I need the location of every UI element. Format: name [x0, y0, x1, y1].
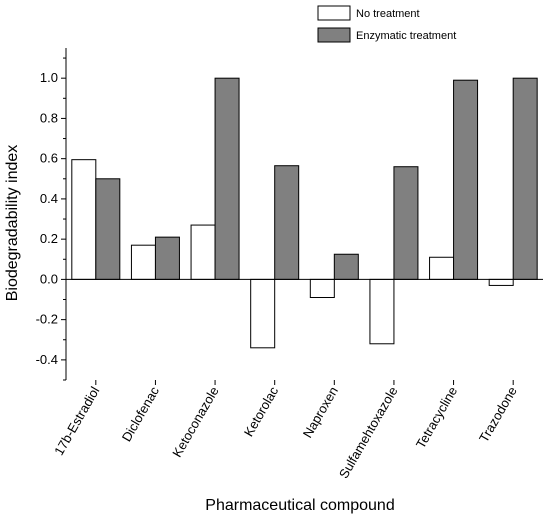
x-tick-label: 17b-Estradiol: [51, 384, 102, 458]
axes-layer: [65, 48, 543, 380]
x-tick-label: Trazodone: [476, 384, 520, 445]
bar-no-treatment-1: [130, 244, 156, 280]
bar-enzymatic-3: [274, 165, 300, 280]
y-tick-label: 0.2: [40, 231, 58, 246]
y-tick-label: 0.8: [40, 110, 58, 125]
bars-layer: [71, 77, 538, 349]
legend-label-0: No treatment: [356, 8, 420, 20]
x-tick-label: Diclofenac: [119, 384, 163, 444]
x-axis-title: Pharmaceutical compound: [205, 497, 394, 514]
x-tick-label: Ketorolac: [241, 384, 282, 439]
x-tick-label: Tetracycline: [413, 384, 460, 451]
y-tick-label: 0.6: [40, 151, 58, 166]
y-tick-label: -0.4: [36, 352, 58, 367]
bar-no-treatment-0: [71, 159, 97, 280]
legend-label-1: Enzymatic treatment: [356, 30, 456, 42]
legend: No treatment Enzymatic treatment: [317, 5, 456, 43]
bar-enzymatic-1: [154, 236, 180, 280]
bar-enzymatic-6: [453, 79, 479, 280]
bar-enzymatic-0: [95, 178, 121, 280]
y-tick-label: -0.2: [36, 312, 58, 327]
y-tick-label: 0.0: [40, 271, 58, 286]
bar-no-treatment-3: [250, 278, 276, 349]
bar-no-treatment-7: [488, 278, 514, 286]
bar-enzymatic-4: [333, 253, 359, 280]
bar-no-treatment-5: [369, 278, 395, 345]
bar-no-treatment-4: [309, 278, 335, 299]
x-tick-label: Ketoconazole: [169, 384, 221, 460]
bar-no-treatment-2: [190, 224, 216, 280]
x-tick-label: Naproxen: [300, 384, 341, 440]
bar-enzymatic-7: [512, 77, 538, 280]
y-tick-label: 0.4: [40, 191, 58, 206]
bar-no-treatment-6: [429, 256, 455, 280]
x-ticks: 17b-Estradiol Diclofenac Ketoconazole Ketor…: [51, 380, 520, 481]
y-tick-label: 1.0: [40, 70, 58, 85]
bar-enzymatic-5: [393, 166, 419, 280]
y-ticks: -0.4 -0.2 0.0 0.2 0.4 0.6 0.8 1.0: [36, 57, 66, 381]
bar-enzymatic-2: [214, 77, 240, 280]
legend-swatch-0: [317, 5, 351, 21]
y-axis-title: Biodegradability index: [4, 145, 21, 302]
legend-swatch-1: [317, 27, 351, 43]
x-tick-label: Sulfamehtoxazole: [336, 384, 401, 481]
